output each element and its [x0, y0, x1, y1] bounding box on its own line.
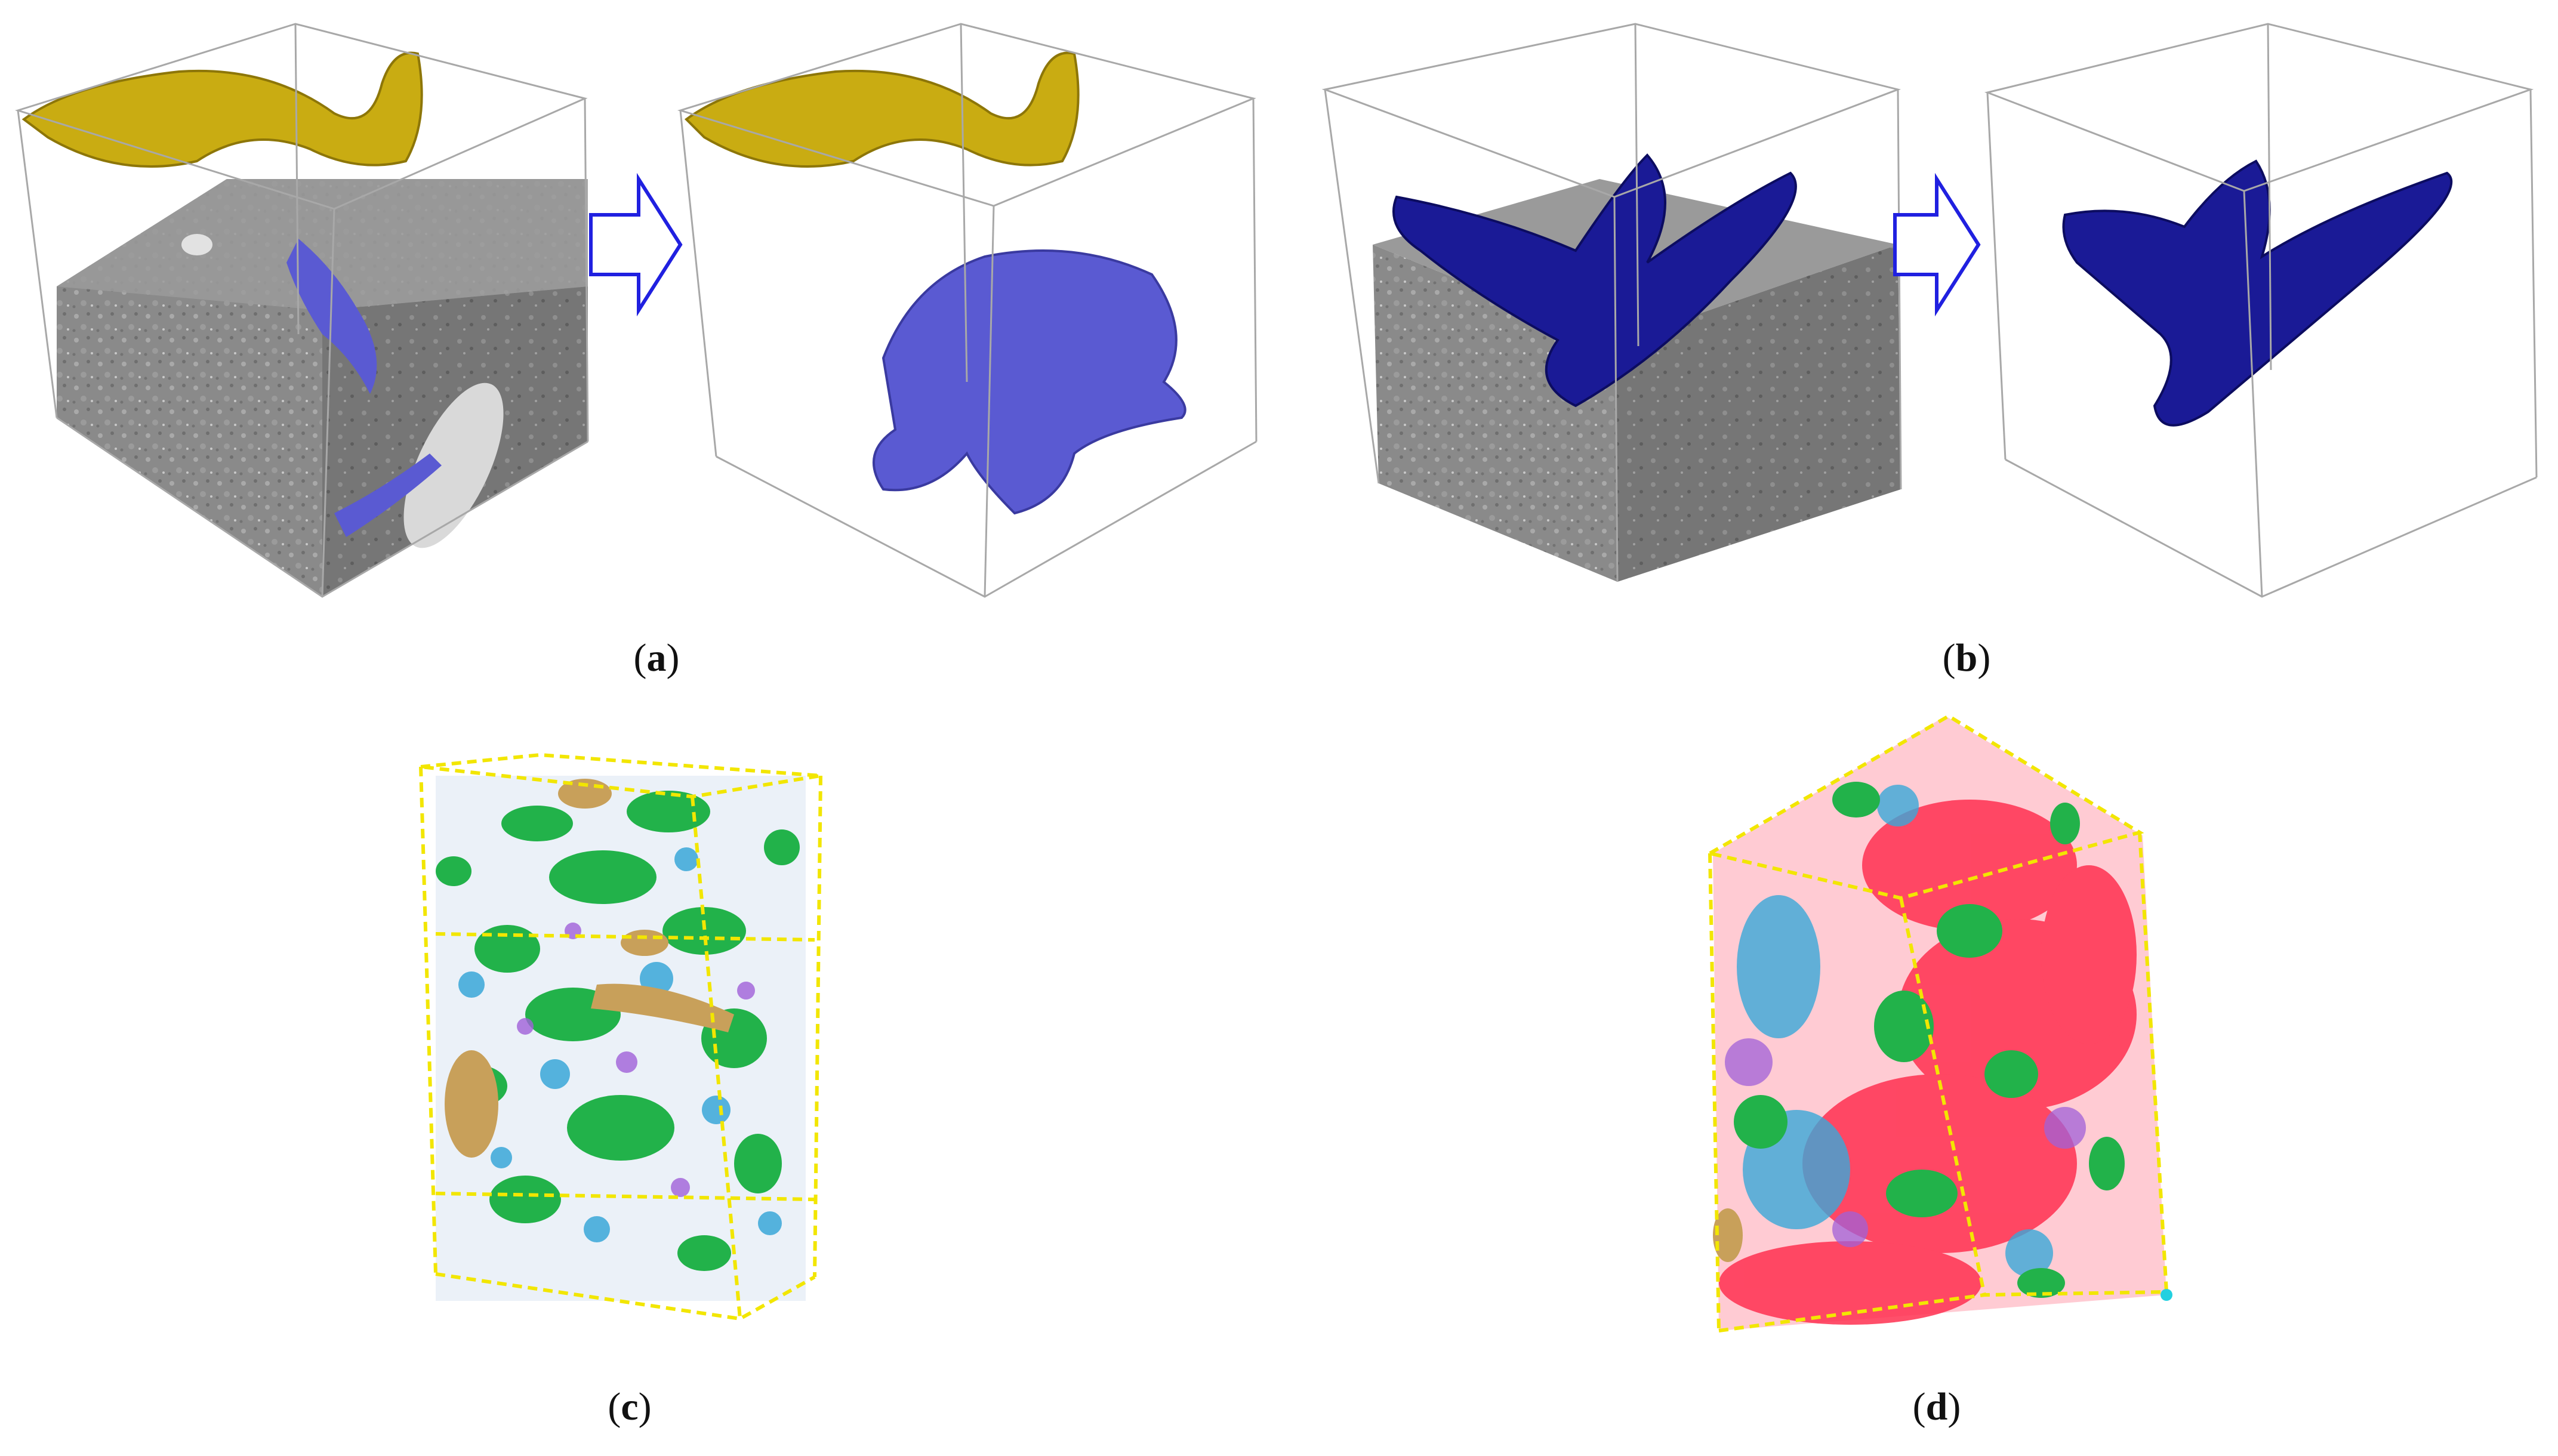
bounding-box-c [419, 752, 822, 1321]
right-arrow-icon [589, 172, 683, 317]
panel-a [14, 23, 1258, 598]
right-arrow-icon [1893, 172, 1981, 317]
panel-a-cube-with-sample [14, 23, 589, 598]
caption-b: (b) [1942, 636, 1991, 680]
caption-a: (a) [633, 636, 680, 680]
caption-c: (c) [608, 1385, 652, 1429]
caption-d: (d) [1912, 1385, 1961, 1429]
particle-cloud-c [436, 776, 806, 1301]
panel-d [1705, 714, 2172, 1332]
panel-a-cube-extracted [677, 23, 1258, 598]
panel-b-cube-with-sample [1321, 23, 1902, 582]
panel-b-cube-extracted [1984, 23, 2538, 598]
panel-b [1321, 23, 2538, 598]
particle-cloud-d [1713, 716, 2166, 1331]
panel-c [418, 752, 822, 1321]
bounding-box-d [1705, 714, 2168, 1332]
